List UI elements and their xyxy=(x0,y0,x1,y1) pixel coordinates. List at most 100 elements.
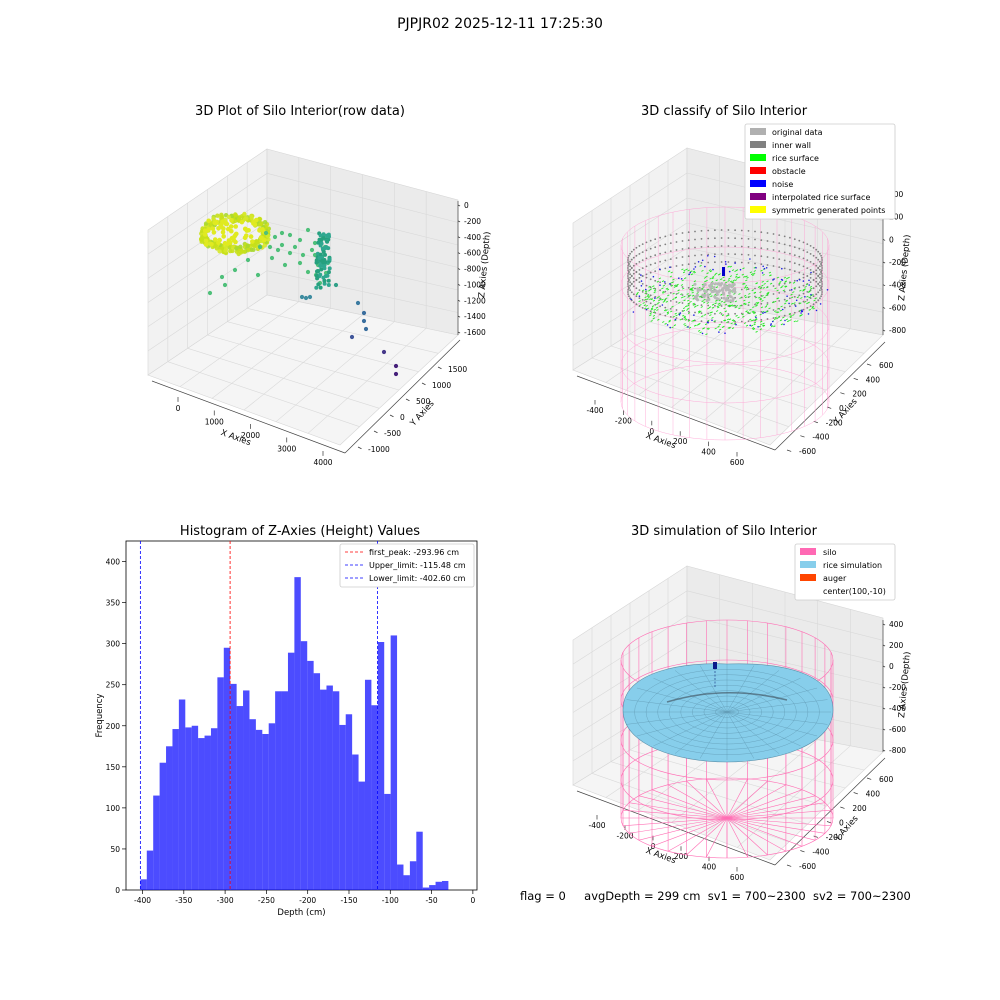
histogram-bar xyxy=(166,746,173,890)
classify-rice-point xyxy=(759,328,763,331)
classify-wall-point xyxy=(815,301,818,304)
classify-rice-point xyxy=(781,285,784,288)
classify-rice-point xyxy=(783,302,787,305)
classify-rice-point xyxy=(715,279,718,282)
sim-y-tick-mark xyxy=(840,806,845,809)
classify-wall-point xyxy=(630,291,633,294)
classify-rice-point xyxy=(764,305,768,308)
classify-wall-point xyxy=(734,253,736,256)
classify-rice-point xyxy=(766,310,769,313)
classify-rice-point xyxy=(809,285,813,288)
classify-rice-point xyxy=(782,316,785,319)
classify-original-point xyxy=(728,283,732,287)
classify-wall-point xyxy=(821,259,823,261)
histogram-bar xyxy=(210,728,218,890)
classify-rice-point xyxy=(799,302,802,305)
classify-rice-point xyxy=(673,286,677,288)
classify-rice-point xyxy=(769,282,773,285)
classify-rice-point xyxy=(765,294,768,297)
classify-wall-point xyxy=(707,304,710,307)
classify-rice-point xyxy=(687,269,690,272)
classify-rice-point xyxy=(713,293,717,296)
classify-noise-point xyxy=(678,313,681,316)
sim-y-axis-line xyxy=(774,757,886,866)
raw-data-point xyxy=(245,243,250,248)
classify-wall-point xyxy=(664,306,667,309)
classify-rice-point xyxy=(742,267,745,270)
classify-rice-point xyxy=(810,287,813,290)
classify-wall-point xyxy=(789,236,791,239)
classify-wall-point xyxy=(766,256,769,258)
classify-rice-point xyxy=(745,324,749,327)
raw-data-point xyxy=(206,227,211,232)
raw-data-point xyxy=(323,252,327,257)
classify-wall-point xyxy=(747,304,750,306)
raw-data-point xyxy=(279,242,285,248)
classify-wall-point xyxy=(793,279,796,282)
sim-z-tick-mark xyxy=(882,686,886,689)
classify-wall-point xyxy=(687,310,690,313)
raw-data-point xyxy=(216,226,221,231)
classify-x-tick-label: 600 xyxy=(730,458,745,467)
classify-noise-point xyxy=(632,311,635,313)
classify-rice-point xyxy=(793,320,797,323)
classify-rice-point xyxy=(662,291,665,294)
histogram-bars xyxy=(140,577,449,890)
raw-data-point xyxy=(238,244,243,249)
sim-rice-surface xyxy=(622,663,834,763)
classify-rice-point xyxy=(709,277,712,280)
histogram-legend-label: Upper_limit: -115.48 cm xyxy=(369,561,466,570)
histogram-x-tick-label: -150 xyxy=(340,896,357,905)
raw-data-point xyxy=(322,266,327,271)
classify-rice-point xyxy=(776,276,780,279)
classify-wall-point xyxy=(635,262,638,265)
raw-data-point xyxy=(299,294,305,300)
classify-z-tick-mark xyxy=(882,329,886,332)
classify-rice-point xyxy=(650,307,654,310)
classify-rice-point xyxy=(755,301,758,304)
sim-silo-floor-rib xyxy=(726,817,787,852)
sim-legend-label: auger xyxy=(823,574,847,583)
classify-rice-point xyxy=(699,331,702,334)
classify-rice-point xyxy=(812,307,815,310)
classify-wall-point xyxy=(783,235,786,238)
classify-rice-point xyxy=(806,295,809,298)
classify-rice-point xyxy=(653,289,657,292)
classify-inner-wall-points xyxy=(627,229,823,323)
classify-noise-point xyxy=(772,279,774,281)
classify-rice-point xyxy=(774,300,777,303)
classify-wall-point xyxy=(766,240,769,242)
classify-noise-point xyxy=(802,280,805,282)
histogram-bar xyxy=(294,577,301,890)
raw-data-point xyxy=(239,219,245,225)
classify-wall-point xyxy=(740,312,743,315)
histogram-bar xyxy=(172,729,179,890)
sim-legend-label: rice simulation xyxy=(823,561,882,570)
classify-rice-point xyxy=(811,305,815,308)
classify-wall-point xyxy=(669,242,672,244)
raw-data-point xyxy=(323,260,328,264)
classify-rice-point xyxy=(649,298,652,301)
classify-rice-point xyxy=(691,291,694,294)
classify-rice-point xyxy=(677,292,680,295)
classify-rice-point xyxy=(776,289,779,292)
classify-wall-point xyxy=(627,277,630,279)
classify-rice-point xyxy=(701,315,704,318)
classify-rice-point xyxy=(661,321,665,323)
classify-rice-point xyxy=(727,304,731,307)
raw-y-tick-mark xyxy=(373,430,378,434)
classify-wall-point xyxy=(819,276,821,279)
classify-rice-point xyxy=(784,280,788,283)
classify-noise-point xyxy=(800,312,802,314)
histogram-x-tick-label: -350 xyxy=(175,896,192,905)
classify-rice-point xyxy=(778,282,781,285)
raw-data-point xyxy=(363,326,369,332)
classify-rice-point xyxy=(687,304,690,307)
classify-rice-point xyxy=(687,319,691,322)
raw-data-point xyxy=(263,230,269,236)
raw-data-point xyxy=(258,222,263,227)
raw-data-point xyxy=(207,290,213,296)
classify-wall-point xyxy=(659,252,661,255)
classify-rice-point xyxy=(734,300,738,303)
classify-rice-point xyxy=(749,271,753,274)
